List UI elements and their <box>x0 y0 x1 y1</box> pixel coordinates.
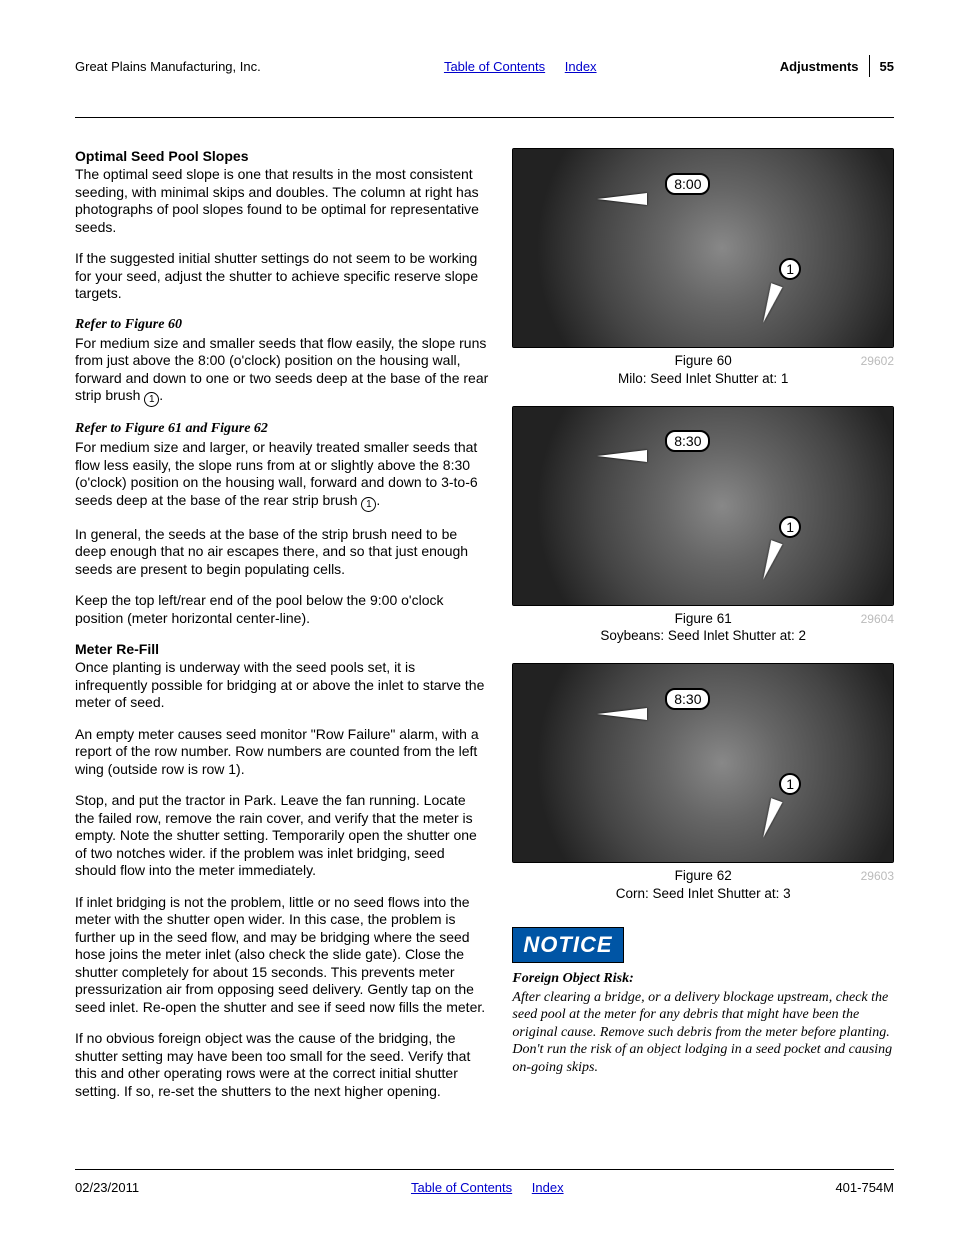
paragraph: If the suggested initial shutter setting… <box>75 250 488 303</box>
footer-index-link[interactable]: Index <box>532 1180 564 1195</box>
heading-refill: Meter Re-Fill <box>75 641 488 657</box>
arrow-left-icon <box>597 450 647 462</box>
page-footer: 02/23/2011 Table of Contents Index 401-7… <box>75 1169 894 1195</box>
paragraph-text: For medium size and larger, or heavily t… <box>75 439 478 508</box>
figure-image: 8:00 1 <box>512 148 894 348</box>
heading-optimal: Optimal Seed Pool Slopes <box>75 148 488 164</box>
paragraph-text: . <box>376 492 380 508</box>
figure-image: 8:30 1 <box>512 663 894 863</box>
paragraph: In general, the seeds at the base of the… <box>75 526 488 579</box>
figure-caption-text: Milo: Seed Inlet Shutter at: 1 <box>618 371 788 386</box>
paragraph-text: For medium size and smaller seeds that f… <box>75 335 488 404</box>
paragraph: Stop, and put the tractor in Park. Leave… <box>75 792 488 880</box>
header-rule <box>75 117 894 118</box>
callout-number: 1 <box>779 258 801 280</box>
clock-label: 8:30 <box>665 688 710 710</box>
circled-number-icon: 1 <box>144 392 159 407</box>
figure-id: 29602 <box>861 354 894 370</box>
figure-caption-text: Soybeans: Seed Inlet Shutter at: 2 <box>600 628 806 643</box>
callout-number: 1 <box>779 516 801 538</box>
paragraph: The optimal seed slope is one that resul… <box>75 166 488 236</box>
arrow-left-icon <box>597 193 647 205</box>
notice-badge: NOTICE <box>512 927 623 963</box>
paragraph: For medium size and larger, or heavily t… <box>75 439 488 512</box>
paragraph: If inlet bridging is not the problem, li… <box>75 894 488 1017</box>
figure-label: Figure 61 <box>675 611 732 626</box>
footer-date: 02/23/2011 <box>75 1180 139 1195</box>
paragraph: An empty meter causes seed monitor "Row … <box>75 726 488 779</box>
figure-reference: Refer to Figure 60 <box>75 317 488 333</box>
company-name: Great Plains Manufacturing, Inc. <box>75 59 261 74</box>
arrow-down-icon <box>757 798 782 840</box>
paragraph: Once planting is underway with the seed … <box>75 659 488 712</box>
footer-toc-link[interactable]: Table of Contents <box>411 1180 512 1195</box>
notice-body: After clearing a bridge, or a delivery b… <box>512 989 894 1077</box>
footer-doc-number: 401-754M <box>835 1180 894 1195</box>
figure-image: 8:30 1 <box>512 406 894 606</box>
section-title: Adjustments <box>780 59 859 74</box>
figure-60: 8:00 1 29602 Figure 60 Milo: Seed Inlet … <box>512 148 894 388</box>
clock-label: 8:30 <box>665 430 710 452</box>
figure-caption: 29602 Figure 60 Milo: Seed Inlet Shutter… <box>512 352 894 387</box>
paragraph: Keep the top left/rear end of the pool b… <box>75 592 488 627</box>
paragraph: If no obvious foreign object was the cau… <box>75 1030 488 1100</box>
callout-number: 1 <box>779 773 801 795</box>
clock-label: 8:00 <box>665 173 710 195</box>
right-column: 8:00 1 29602 Figure 60 Milo: Seed Inlet … <box>512 148 894 1114</box>
page-number: 55 <box>880 59 894 74</box>
figure-id: 29604 <box>861 612 894 628</box>
index-link[interactable]: Index <box>565 59 597 74</box>
figure-caption: 29604 Figure 61 Soybeans: Seed Inlet Shu… <box>512 610 894 645</box>
figure-reference: Refer to Figure 61 and Figure 62 <box>75 421 488 437</box>
header-right: Adjustments 55 <box>780 55 894 77</box>
arrow-down-icon <box>757 541 782 583</box>
page-header: Great Plains Manufacturing, Inc. Table o… <box>75 55 894 117</box>
circled-number-icon: 1 <box>361 497 376 512</box>
figure-label: Figure 60 <box>675 353 732 368</box>
figure-caption: 29603 Figure 62 Corn: Seed Inlet Shutter… <box>512 867 894 902</box>
figure-61: 8:30 1 29604 Figure 61 Soybeans: Seed In… <box>512 406 894 646</box>
notice-title: Foreign Object Risk: <box>512 971 894 987</box>
figure-label: Figure 62 <box>675 868 732 883</box>
toc-link[interactable]: Table of Contents <box>444 59 545 74</box>
arrow-left-icon <box>597 708 647 720</box>
footer-center: Table of Contents Index <box>139 1180 835 1195</box>
header-center: Table of Contents Index <box>261 59 780 74</box>
paragraph: For medium size and smaller seeds that f… <box>75 335 488 408</box>
figure-62: 8:30 1 29603 Figure 62 Corn: Seed Inlet … <box>512 663 894 903</box>
arrow-down-icon <box>757 283 782 325</box>
content-columns: Optimal Seed Pool Slopes The optimal see… <box>75 148 894 1114</box>
left-column: Optimal Seed Pool Slopes The optimal see… <box>75 148 488 1114</box>
figure-id: 29603 <box>861 869 894 885</box>
paragraph-text: . <box>159 387 163 403</box>
figure-caption-text: Corn: Seed Inlet Shutter at: 3 <box>616 886 791 901</box>
separator-icon <box>869 55 870 77</box>
